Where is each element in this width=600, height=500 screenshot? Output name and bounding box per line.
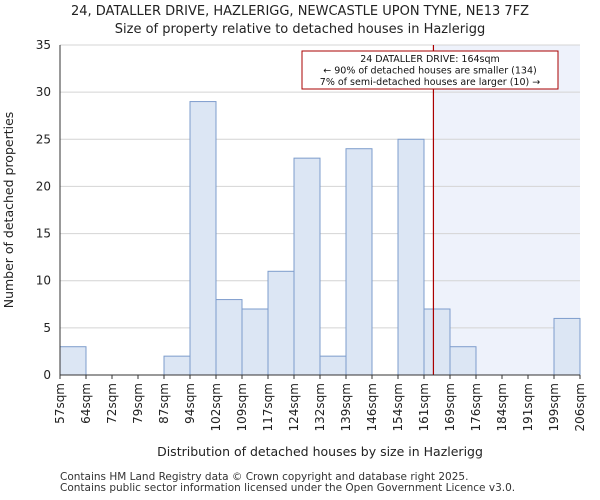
histogram-bar (553, 317, 581, 376)
histogram-bar (397, 138, 425, 376)
y-tick-label: 35 (36, 38, 51, 52)
histogram-bar (59, 346, 87, 376)
annotation-layer: 24 DATALLER DRIVE: 164sqm← 90% of detach… (301, 50, 559, 90)
y-tick-label: 20 (36, 179, 51, 193)
footer-line-1: Contains HM Land Registry data © Crown c… (60, 471, 469, 483)
x-tick-label: 72sqm (105, 383, 119, 424)
y-tick-label: 30 (36, 85, 51, 99)
y-tick-label: 15 (36, 227, 51, 241)
histogram-bar (189, 101, 217, 376)
x-tick-label: 79sqm (131, 383, 145, 424)
y-tick-label: 5 (43, 321, 51, 335)
histogram-bar (215, 299, 243, 376)
x-tick-label: 57sqm (53, 383, 67, 424)
x-tick-label: 169sqm (443, 383, 457, 431)
x-tick-label: 176sqm (469, 383, 483, 431)
x-tick-label: 139sqm (339, 383, 353, 431)
x-tick-label: 87sqm (157, 383, 171, 424)
x-tick-label: 191sqm (521, 383, 535, 431)
histogram-bar (319, 355, 347, 376)
chart-subtitle: Size of property relative to detached ho… (114, 22, 486, 37)
y-tick-label: 0 (43, 368, 51, 382)
footer-line-2: Contains public sector information licen… (60, 482, 516, 494)
bar-layer (59, 101, 581, 376)
x-axis-title: Distribution of detached houses by size … (157, 444, 483, 459)
x-tick-label: 154sqm (391, 383, 405, 431)
histogram-bar (241, 308, 269, 376)
x-tick-label: 199sqm (547, 383, 561, 431)
histogram-bar (449, 346, 477, 376)
histogram-bar (345, 148, 373, 376)
y-tick-label: 25 (36, 132, 51, 146)
y-tick-label: 10 (36, 274, 51, 288)
x-tick-label: 132sqm (313, 383, 327, 431)
y-axis-title: Number of detached properties (1, 112, 16, 309)
annotation-line-2: ← 90% of detached houses are smaller (13… (323, 66, 536, 77)
x-tick-label: 117sqm (261, 383, 275, 431)
x-tick-label: 94sqm (183, 383, 197, 424)
x-tick-label: 161sqm (417, 383, 431, 431)
annotation-box (301, 50, 559, 90)
chart-title: 24, DATALLER DRIVE, HAZLERIGG, NEWCASTLE… (70, 4, 530, 19)
x-tick-label: 146sqm (365, 383, 379, 431)
annotation-line-3: 7% of semi-detached houses are larger (1… (320, 77, 540, 88)
x-tick-label: 64sqm (79, 383, 93, 424)
x-tick-label: 109sqm (235, 383, 249, 431)
histogram-bar (423, 308, 451, 376)
x-tick-label: 124sqm (287, 383, 301, 431)
histogram-bar (163, 355, 191, 376)
axis-layer: 0 5 10 15 20 25 30 35 57sqm 64sqm 72sqm 79sqm 87sqm 9… (1, 38, 587, 459)
x-tick-label: 184sqm (495, 383, 509, 431)
footer: Contains HM Land Registry data © Crown c… (60, 472, 515, 494)
chart-title-block: 24, DATALLER DRIVE, HAZLERIGG, NEWCASTLE… (0, 3, 600, 39)
histogram-bar (267, 270, 295, 376)
histogram-bar (293, 157, 321, 376)
x-tick-label: 206sqm (573, 383, 587, 431)
x-tick-label: 102sqm (209, 383, 223, 431)
annotation-line-1: 24 DATALLER DRIVE: 164sqm (360, 54, 500, 65)
